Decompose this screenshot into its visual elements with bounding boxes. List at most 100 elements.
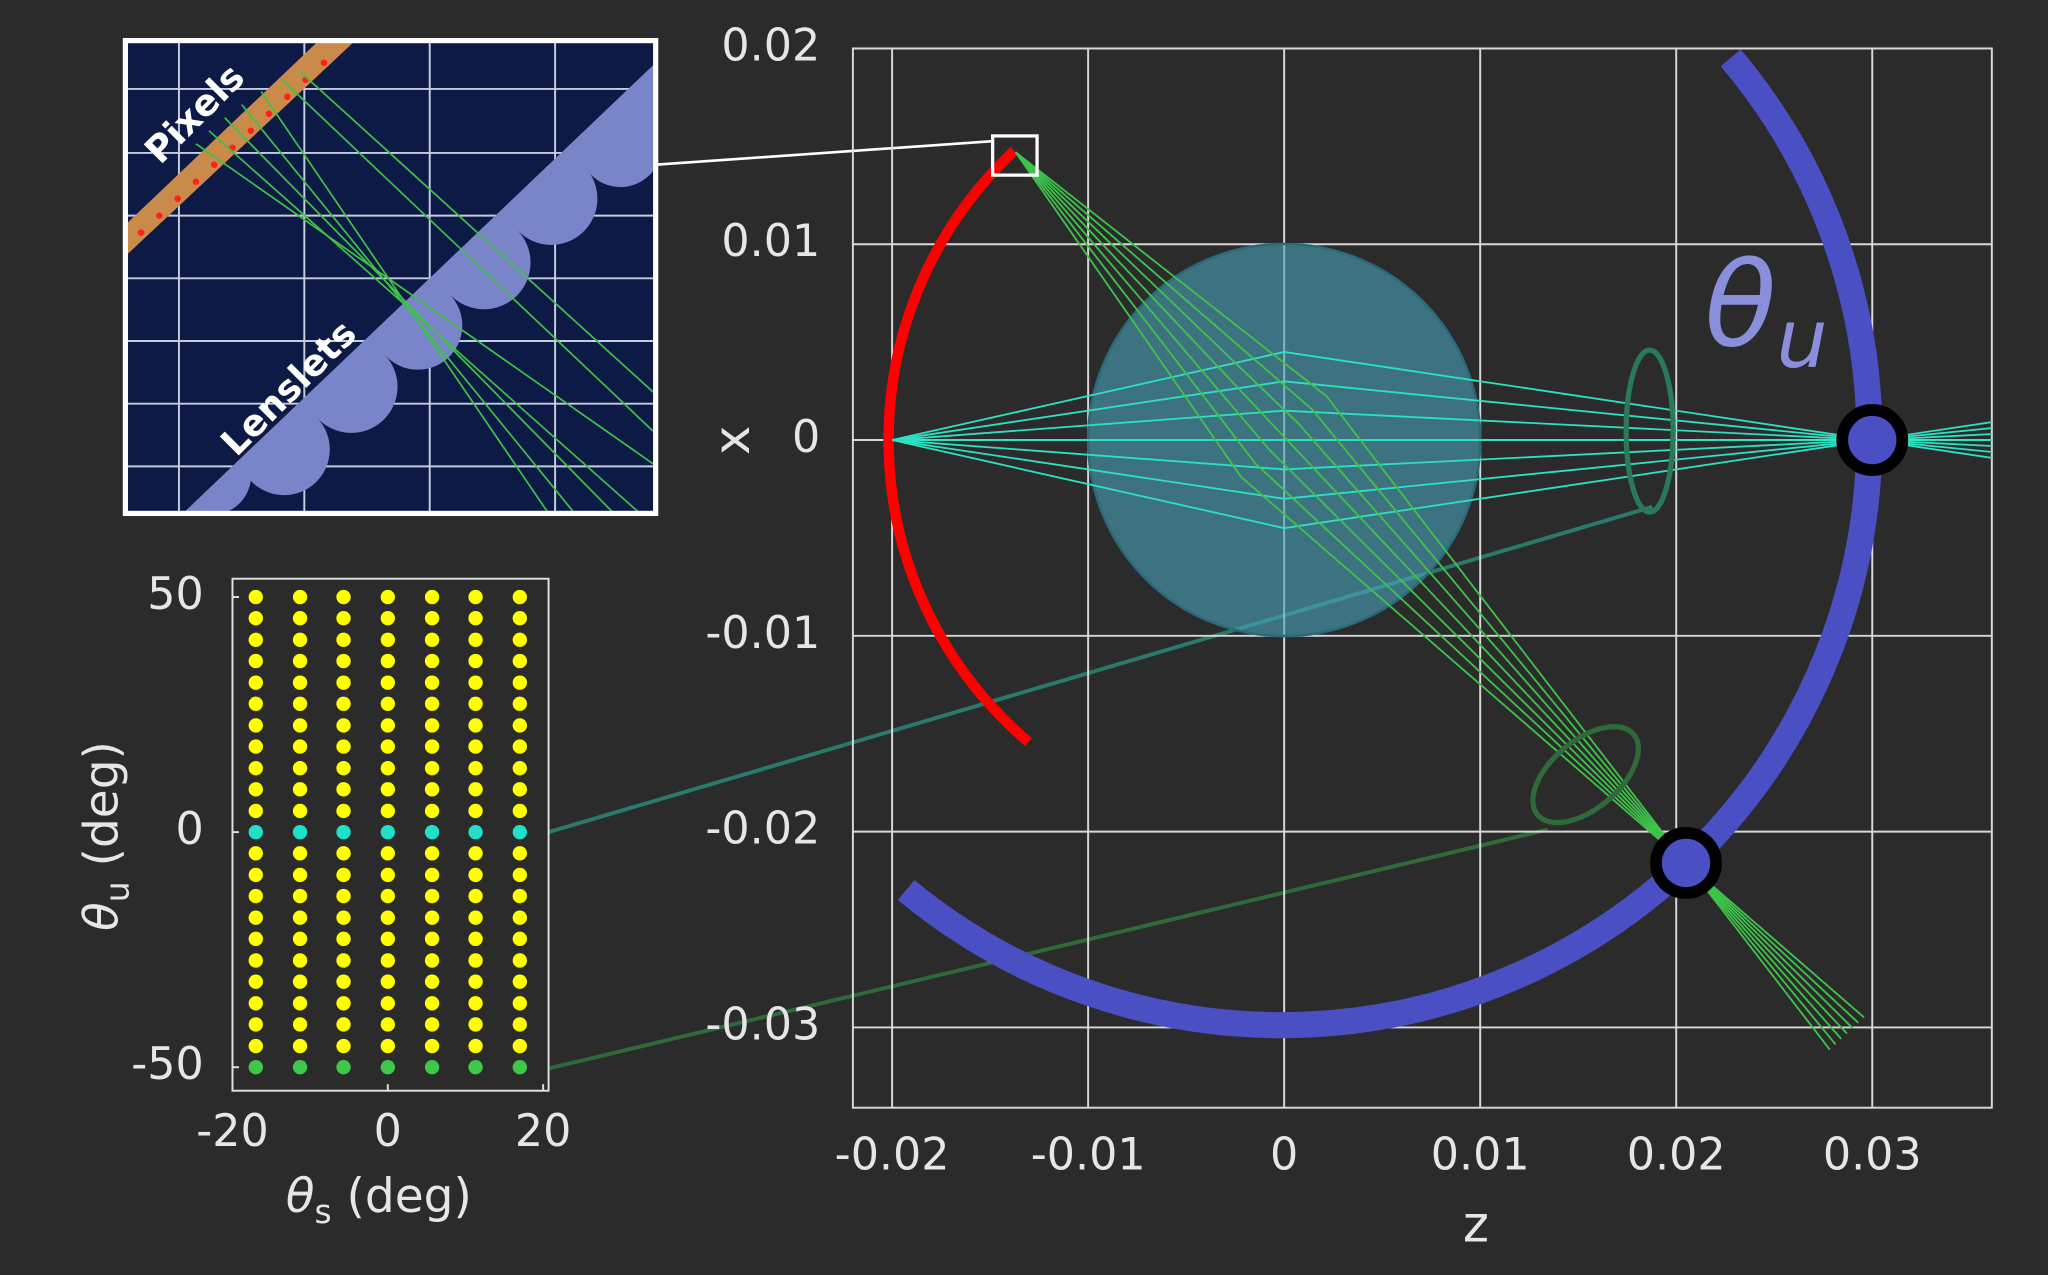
label-subscript: u <box>97 881 136 902</box>
dot <box>336 675 351 690</box>
dot <box>292 953 308 968</box>
dot <box>380 782 395 797</box>
dot <box>468 803 483 819</box>
dot <box>336 739 351 754</box>
dot <box>380 696 395 711</box>
dot <box>248 1017 263 1032</box>
dot <box>512 782 528 797</box>
dot <box>380 953 395 968</box>
dot <box>380 846 395 861</box>
dot <box>512 1060 528 1075</box>
dot <box>424 846 440 861</box>
dot <box>248 1038 263 1054</box>
dot <box>380 589 395 605</box>
dot <box>468 846 483 861</box>
dot <box>248 696 263 711</box>
aperture <box>1623 347 1676 515</box>
dot <box>248 910 263 925</box>
y-tick-label: -0.02 <box>705 804 820 855</box>
dot <box>512 803 528 819</box>
dot <box>248 589 263 605</box>
dot <box>336 1060 351 1075</box>
dot <box>424 1017 440 1032</box>
dot <box>512 846 528 861</box>
x-tick-label: 0 <box>1270 1129 1298 1180</box>
dot <box>512 1038 528 1054</box>
ray <box>1015 151 1837 1045</box>
x-tick-label: -20 <box>196 1106 269 1157</box>
dot <box>336 888 351 904</box>
dot <box>424 931 440 947</box>
dot <box>380 888 395 904</box>
dot <box>512 910 528 925</box>
dot <box>468 888 483 904</box>
dot <box>248 761 263 776</box>
dot <box>380 718 395 733</box>
dot <box>336 867 351 883</box>
dot <box>380 1038 395 1054</box>
aperture <box>1530 724 1641 826</box>
dot <box>292 1060 308 1075</box>
dot <box>292 1038 308 1054</box>
x-tick-label: 0.02 <box>1627 1129 1726 1180</box>
dot <box>336 1038 351 1054</box>
dot <box>292 867 308 883</box>
dot <box>292 803 308 819</box>
ray <box>1015 151 1831 1051</box>
y-tick-label: -50 <box>131 1039 204 1090</box>
dot <box>468 611 483 626</box>
dot <box>424 611 440 626</box>
dot <box>380 931 395 947</box>
dot <box>468 675 483 690</box>
dot <box>424 718 440 733</box>
dot <box>292 910 308 925</box>
dot <box>292 824 308 840</box>
ray <box>1014 151 1848 1035</box>
y-tick-label: -0.03 <box>705 999 820 1050</box>
connector <box>548 505 1653 834</box>
dot <box>248 867 263 883</box>
dot <box>512 867 528 883</box>
dot <box>468 974 483 989</box>
x-axis-label: z <box>1463 1195 1489 1253</box>
dot <box>424 824 440 840</box>
dot <box>380 632 395 648</box>
dot <box>336 996 351 1011</box>
y-tick-label: 0 <box>792 412 820 463</box>
dot <box>336 803 351 819</box>
pixel-dots <box>137 59 328 236</box>
dot <box>248 803 263 819</box>
dot <box>380 824 395 840</box>
dot <box>292 653 308 669</box>
dot <box>512 653 528 669</box>
dot <box>292 931 308 947</box>
ray <box>1014 151 1865 1019</box>
dot <box>248 653 263 669</box>
y-tick-label: 0.01 <box>721 216 820 267</box>
dot <box>468 782 483 797</box>
dot <box>336 718 351 733</box>
y-tick-label: 0 <box>176 804 204 855</box>
label-symbol: θ <box>74 902 129 931</box>
dot <box>468 824 483 840</box>
annotation-subscript: u <box>1776 293 1827 387</box>
dot <box>380 803 395 819</box>
dot <box>380 611 395 626</box>
annotation: θu <box>1704 237 1827 387</box>
x-tick-label: -0.02 <box>835 1129 950 1180</box>
dot <box>248 739 263 754</box>
dot <box>336 931 351 947</box>
dot <box>380 739 395 754</box>
ray <box>892 433 1992 471</box>
dot <box>512 931 528 947</box>
dot <box>292 718 308 733</box>
dot <box>512 824 528 840</box>
dot <box>512 1017 528 1032</box>
plot-area <box>883 49 1992 1051</box>
dot <box>512 761 528 776</box>
label-symbol: θ <box>286 1169 315 1224</box>
dot <box>424 974 440 989</box>
dot <box>380 996 395 1011</box>
